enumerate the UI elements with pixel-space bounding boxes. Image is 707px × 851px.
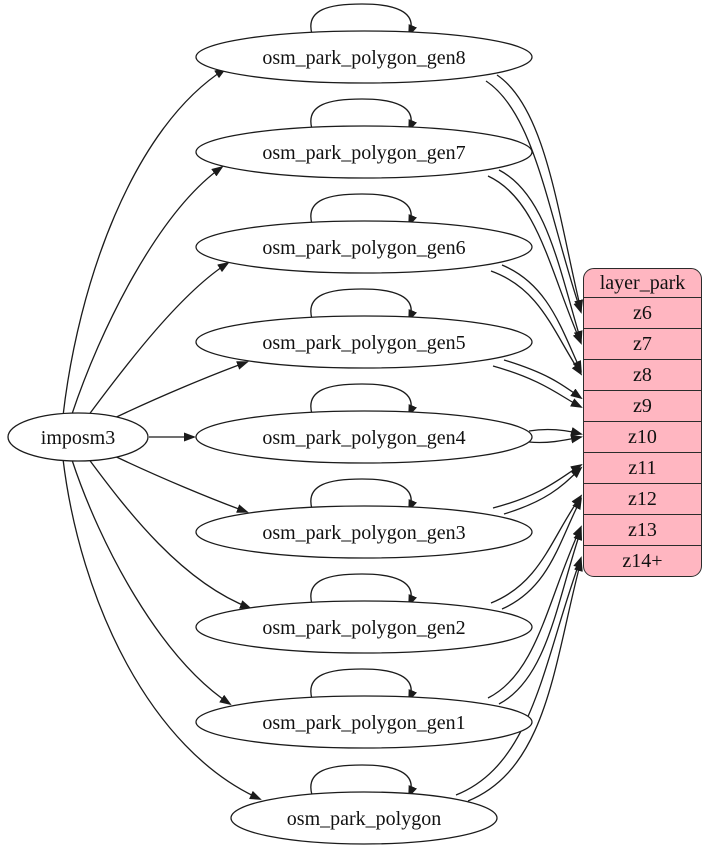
edge-gen4-z10-a [528,427,583,436]
layer-row-z8: z8 [584,359,701,390]
edge-imposm3-polygon [62,458,262,800]
edge-gen4-z10-b [528,434,583,444]
gen1-label: osm_park_polygon_gen1 [262,712,465,734]
self-loop-gen3 [310,478,417,512]
self-loop-gen7 [310,98,417,132]
gen4-label: osm_park_polygon_gen4 [262,427,465,449]
node-imposm3 [7,412,149,462]
gen8-label: osm_park_polygon_gen8 [262,47,465,69]
edge-gen5-z9-a [503,359,583,400]
gen3-label: osm_park_polygon_gen3 [262,522,465,544]
edge-imposm3-gen2 [87,457,252,609]
edge-gen3-z11-a [503,466,583,515]
edge-gen8-z6-a [496,74,584,312]
layer-row-z14: z14+ [584,545,701,576]
edge-gen7-z7-a [498,169,583,343]
edge-imposm3-gen1 [71,459,232,706]
gen2-label: osm_park_polygon_gen2 [262,617,465,639]
layer-row-z7: z7 [584,328,701,359]
gen6-label: osm_park_polygon_gen6 [262,237,465,259]
edge-gen2-z12-b [490,494,583,604]
self-loop-polygon [310,764,417,798]
polygon-label: osm_park_polygon [287,808,441,830]
gen5-label: osm_park_polygon_gen5 [262,332,465,354]
layer-row-z10: z10 [584,421,701,452]
node-osm-park-polygon [230,791,498,845]
gen7-label: osm_park_polygon_gen7 [262,142,465,164]
node-osm-park-polygon-gen5 [195,315,533,369]
self-loop-gen2 [310,573,417,607]
edge-gen1-z13-a [498,528,583,705]
edge-imposm3-gen6 [87,261,230,417]
node-osm-park-polygon-gen1 [195,695,533,749]
edge-imposm3-gen3 [105,451,249,513]
edge-imposm3-gen5 [105,361,249,423]
layer-row-z12: z12 [584,483,701,514]
self-loop-gen8 [310,3,417,37]
node-osm-park-polygon-gen6 [195,220,533,274]
edge-gen7-z7-b [487,175,582,345]
self-loop-gen1 [310,668,417,702]
layer-park-node: layer_park z6 z7 z8 z9 z10 z11 z12 z13 z… [583,268,702,577]
node-osm-park-polygon-gen2 [195,600,533,654]
layer-row-z13: z13 [584,514,701,545]
edge-gen3-z11-b [492,463,583,509]
layer-park-title: layer_park [599,272,686,294]
node-osm-park-polygon-gen3 [195,505,533,559]
node-osm-park-polygon-gen7 [195,125,533,179]
node-osm-park-polygon-gen8 [195,30,533,84]
edge-gen5-z9-b [492,365,583,408]
edge-gen8-z6-b [485,80,583,314]
self-loop-gen4 [310,383,417,417]
edge-gen6-z8-a [501,264,582,373]
edge-polygon-z14-b [455,556,582,796]
edge-gen1-z13-b [487,525,582,699]
imposm3-label: imposm3 [41,427,115,449]
edge-gen2-z12-a [501,497,582,610]
node-osm-park-polygon-gen4 [195,410,533,464]
layer-row-z11: z11 [584,452,701,483]
self-loop-gen6 [310,193,417,227]
edge-polygon-z14-a [467,559,583,802]
self-loop-gen5 [310,288,417,322]
edge-imposm3-gen7 [71,165,224,415]
layer-row-z9: z9 [584,390,701,421]
edge-gen6-z8-b [490,270,583,376]
edge-imposm3-gen8 [62,67,227,417]
layer-row-z6: z6 [584,297,701,328]
